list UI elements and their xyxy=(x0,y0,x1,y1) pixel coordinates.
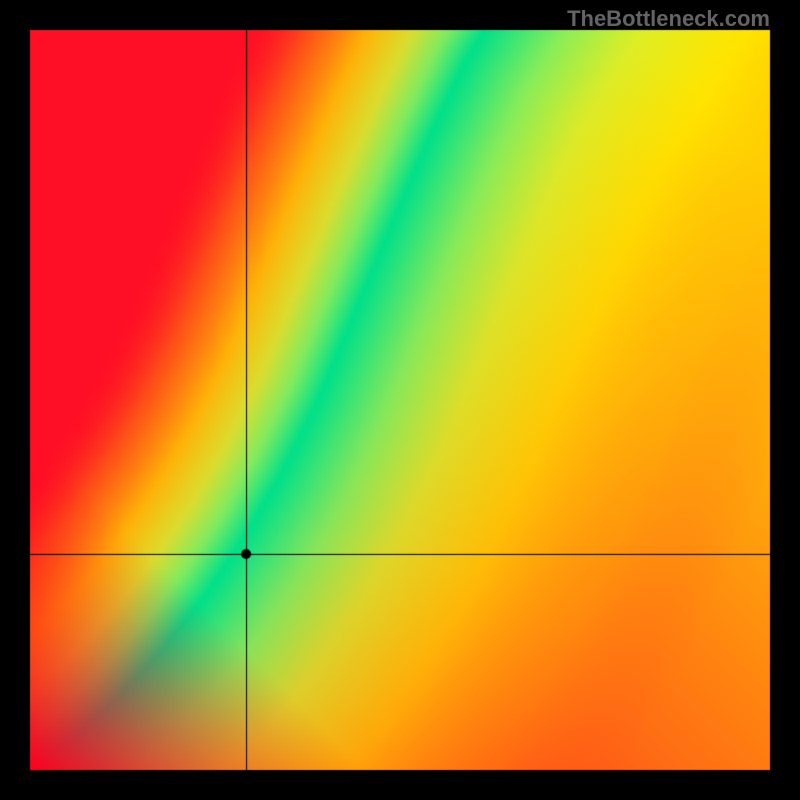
heatmap-canvas xyxy=(0,0,800,800)
watermark-text: TheBottleneck.com xyxy=(567,6,770,32)
